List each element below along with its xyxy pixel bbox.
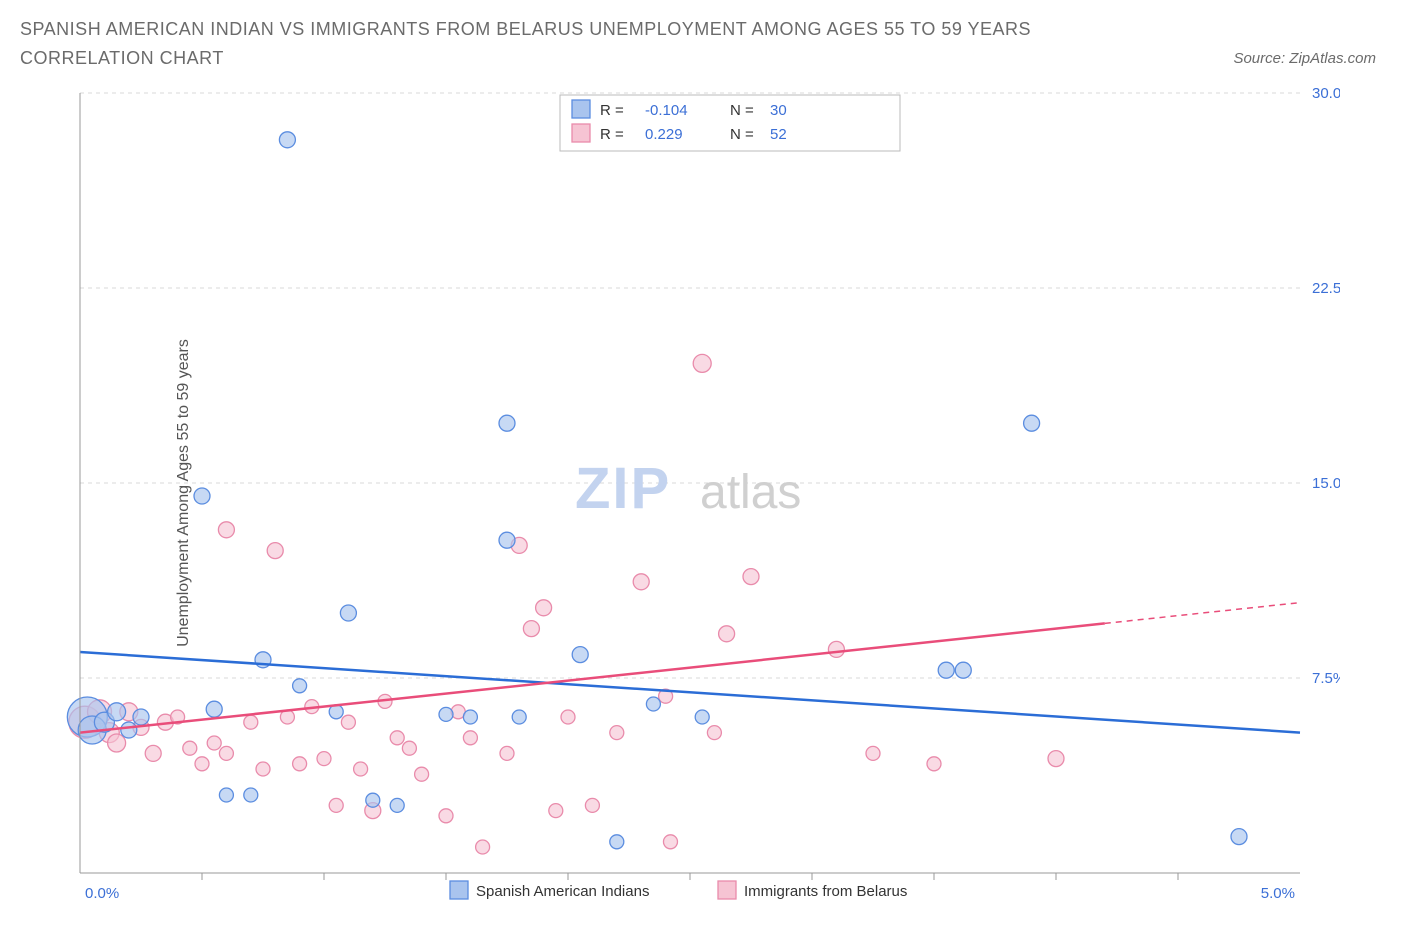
legend-swatch <box>572 100 590 118</box>
scatter-point-pink <box>927 756 941 770</box>
scatter-point-pink <box>354 762 368 776</box>
x-tick-zero: 0.0% <box>85 885 119 902</box>
y-axis-label: Unemployment Among Ages 55 to 59 years <box>175 339 193 647</box>
scatter-point-blue <box>463 710 477 724</box>
scatter-point-pink <box>1048 750 1064 766</box>
scatter-point-pink <box>500 746 514 760</box>
scatter-point-pink <box>610 725 624 739</box>
scatter-point-blue <box>133 709 149 725</box>
scatter-point-blue <box>572 646 588 662</box>
scatter-point-pink <box>341 715 355 729</box>
scatter-point-pink <box>219 746 233 760</box>
chart-container: Unemployment Among Ages 55 to 59 years 7… <box>20 83 1386 903</box>
scatter-point-pink <box>415 767 429 781</box>
scatter-point-pink <box>317 751 331 765</box>
legend-r-value: -0.104 <box>645 102 688 119</box>
scatter-point-blue <box>499 532 515 548</box>
scatter-point-blue <box>499 415 515 431</box>
scatter-point-blue <box>340 605 356 621</box>
correlation-scatter-chart: 7.5% 15.0% 22.5% 30.0% ZIP atlas 0.0% 5.0% R = -0… <box>20 83 1340 903</box>
legend-swatch <box>718 881 736 899</box>
scatter-point-blue <box>121 722 137 738</box>
scatter-point-pink <box>536 599 552 615</box>
scatter-point-pink <box>195 756 209 770</box>
scatter-point-blue <box>194 488 210 504</box>
scatter-point-pink <box>719 625 735 641</box>
scatter-point-pink <box>329 798 343 812</box>
scatter-point-pink <box>207 736 221 750</box>
legend-swatch <box>450 881 468 899</box>
scatter-point-pink <box>256 762 270 776</box>
legend-swatch <box>572 124 590 142</box>
scatter-point-blue <box>610 834 624 848</box>
scatter-point-pink <box>476 840 490 854</box>
scatter-point-blue <box>279 131 295 147</box>
scatter-point-pink <box>145 745 161 761</box>
legend-series-label: Immigrants from Belarus <box>744 883 907 900</box>
y-tick-label: 30.0% <box>1312 85 1340 102</box>
trend-line-pink-dash <box>1105 602 1300 623</box>
x-tick-max: 5.0% <box>1261 885 1295 902</box>
scatter-point-blue <box>1024 415 1040 431</box>
scatter-point-blue <box>955 662 971 678</box>
scatter-point-blue <box>439 707 453 721</box>
scatter-point-pink <box>523 620 539 636</box>
scatter-point-blue <box>206 701 222 717</box>
scatter-point-pink <box>463 730 477 744</box>
scatter-point-pink <box>633 573 649 589</box>
scatter-point-blue <box>695 710 709 724</box>
scatter-point-pink <box>439 808 453 822</box>
legend-n-label: N = <box>730 126 754 143</box>
trend-line-blue <box>80 652 1300 733</box>
scatter-point-pink <box>743 568 759 584</box>
scatter-point-pink <box>549 803 563 817</box>
watermark-atlas: atlas <box>700 466 801 519</box>
scatter-point-pink <box>828 641 844 657</box>
scatter-point-blue <box>366 793 380 807</box>
scatter-point-pink <box>866 746 880 760</box>
legend-r-label: R = <box>600 126 624 143</box>
y-tick-label: 7.5% <box>1312 670 1340 687</box>
legend-r-label: R = <box>600 102 624 119</box>
legend-n-label: N = <box>730 102 754 119</box>
watermark-zip: ZIP <box>575 456 671 521</box>
scatter-point-pink <box>293 756 307 770</box>
scatter-point-pink <box>390 730 404 744</box>
scatter-point-blue <box>938 662 954 678</box>
scatter-point-pink <box>585 798 599 812</box>
scatter-point-blue <box>293 678 307 692</box>
scatter-point-pink <box>693 354 711 372</box>
chart-title: SPANISH AMERICAN INDIAN VS IMMIGRANTS FR… <box>20 15 1120 73</box>
scatter-point-blue <box>244 788 258 802</box>
y-tick-label: 22.5% <box>1312 280 1340 297</box>
scatter-point-pink <box>402 741 416 755</box>
scatter-point-blue <box>512 710 526 724</box>
scatter-point-blue <box>646 697 660 711</box>
scatter-point-pink <box>561 710 575 724</box>
scatter-point-pink <box>108 734 126 752</box>
source-credit: Source: ZipAtlas.com <box>1233 50 1376 67</box>
scatter-point-blue <box>108 702 126 720</box>
scatter-point-pink <box>218 521 234 537</box>
legend-n-value: 30 <box>770 102 787 119</box>
scatter-point-pink <box>183 741 197 755</box>
scatter-point-pink <box>663 834 677 848</box>
legend-n-value: 52 <box>770 126 787 143</box>
scatter-point-pink <box>244 715 258 729</box>
scatter-point-blue <box>1231 828 1247 844</box>
scatter-point-blue <box>390 798 404 812</box>
scatter-point-pink <box>707 725 721 739</box>
scatter-point-pink <box>267 542 283 558</box>
scatter-point-blue <box>219 788 233 802</box>
legend-r-value: 0.229 <box>645 126 683 143</box>
y-tick-label: 15.0% <box>1312 475 1340 492</box>
legend-series-label: Spanish American Indians <box>476 883 649 900</box>
